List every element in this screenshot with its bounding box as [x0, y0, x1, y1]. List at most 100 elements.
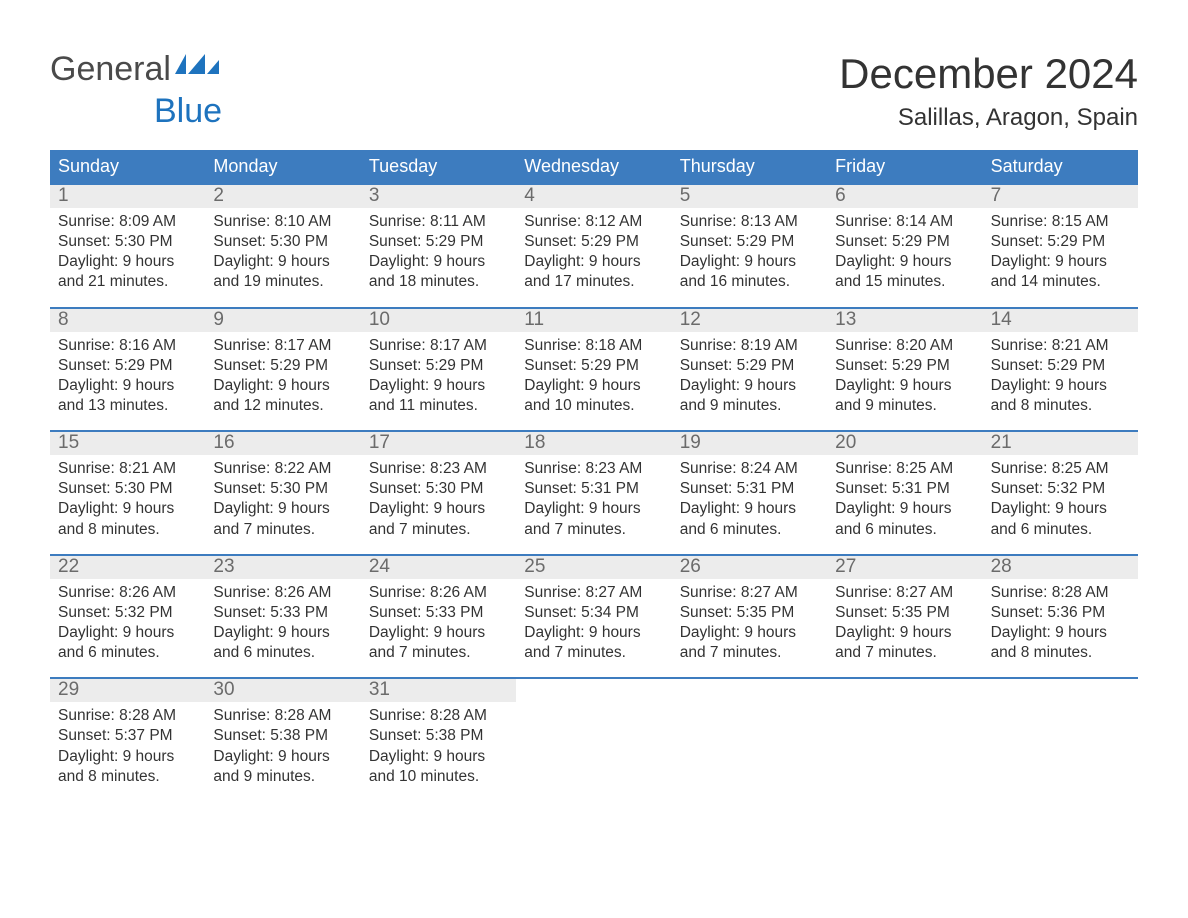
sunset-line: Sunset: 5:31 PM: [524, 479, 663, 499]
weekday-header: Monday: [205, 150, 360, 183]
daylight-line-2: and 8 minutes.: [991, 643, 1130, 663]
daylight-line-1: Daylight: 9 hours: [213, 252, 352, 272]
day-number: 9: [205, 309, 360, 332]
daylight-line-1: Daylight: 9 hours: [835, 499, 974, 519]
sunrise-line: Sunrise: 8:26 AM: [58, 583, 197, 603]
sunrise-line: Sunrise: 8:11 AM: [369, 212, 508, 232]
sunset-line: Sunset: 5:29 PM: [835, 232, 974, 252]
day-number-row: 22232425262728: [50, 554, 1138, 579]
day-content: [983, 702, 1138, 787]
sunrise-line: Sunrise: 8:10 AM: [213, 212, 352, 232]
sunrise-line: Sunrise: 8:12 AM: [524, 212, 663, 232]
sunset-line: Sunset: 5:29 PM: [369, 356, 508, 376]
daylight-line-1: Daylight: 9 hours: [369, 252, 508, 272]
sunrise-line: Sunrise: 8:28 AM: [369, 706, 508, 726]
weekday-header: Wednesday: [516, 150, 671, 183]
daylight-line-1: Daylight: 9 hours: [680, 252, 819, 272]
daylight-line-1: Daylight: 9 hours: [213, 376, 352, 396]
sunset-line: Sunset: 5:33 PM: [213, 603, 352, 623]
daylight-line-2: and 6 minutes.: [991, 520, 1130, 540]
weekday-header: Saturday: [983, 150, 1138, 183]
sunrise-line: Sunrise: 8:20 AM: [835, 336, 974, 356]
sunset-line: Sunset: 5:29 PM: [835, 356, 974, 376]
daylight-line-1: Daylight: 9 hours: [524, 499, 663, 519]
daylight-line-2: and 10 minutes.: [524, 396, 663, 416]
daylight-line-2: and 7 minutes.: [524, 520, 663, 540]
daylight-line-2: and 8 minutes.: [58, 520, 197, 540]
day-number: 7: [983, 185, 1138, 208]
sunrise-line: Sunrise: 8:27 AM: [680, 583, 819, 603]
daylight-line-1: Daylight: 9 hours: [369, 747, 508, 767]
daylight-line-1: Daylight: 9 hours: [991, 623, 1130, 643]
day-number: 16: [205, 432, 360, 455]
daylight-line-2: and 21 minutes.: [58, 272, 197, 292]
daylight-line-2: and 7 minutes.: [835, 643, 974, 663]
sunrise-line: Sunrise: 8:09 AM: [58, 212, 197, 232]
sunset-line: Sunset: 5:34 PM: [524, 603, 663, 623]
sunset-line: Sunset: 5:31 PM: [680, 479, 819, 499]
daylight-line-1: Daylight: 9 hours: [524, 376, 663, 396]
sunrise-line: Sunrise: 8:25 AM: [835, 459, 974, 479]
sunrise-line: Sunrise: 8:28 AM: [58, 706, 197, 726]
day-content: Sunrise: 8:26 AMSunset: 5:33 PMDaylight:…: [361, 579, 516, 664]
daylight-line-2: and 7 minutes.: [369, 643, 508, 663]
day-content: Sunrise: 8:14 AMSunset: 5:29 PMDaylight:…: [827, 208, 982, 293]
day-number: 31: [361, 679, 516, 702]
day-content: Sunrise: 8:28 AMSunset: 5:36 PMDaylight:…: [983, 579, 1138, 664]
day-number: 12: [672, 309, 827, 332]
day-number: 23: [205, 556, 360, 579]
sunset-line: Sunset: 5:38 PM: [213, 726, 352, 746]
sunrise-line: Sunrise: 8:23 AM: [524, 459, 663, 479]
daylight-line-2: and 8 minutes.: [58, 767, 197, 787]
weekday-header: Friday: [827, 150, 982, 183]
sunrise-line: Sunrise: 8:27 AM: [835, 583, 974, 603]
daylight-line-1: Daylight: 9 hours: [369, 376, 508, 396]
day-number: 21: [983, 432, 1138, 455]
daylight-line-2: and 12 minutes.: [213, 396, 352, 416]
day-content: Sunrise: 8:24 AMSunset: 5:31 PMDaylight:…: [672, 455, 827, 540]
logo-text-blue: Blue: [154, 92, 222, 130]
daylight-line-1: Daylight: 9 hours: [58, 747, 197, 767]
title-block: December 2024 Salillas, Aragon, Spain: [839, 50, 1138, 132]
day-number-row: 15161718192021: [50, 430, 1138, 455]
day-number: 10: [361, 309, 516, 332]
day-content-row: Sunrise: 8:21 AMSunset: 5:30 PMDaylight:…: [50, 455, 1138, 540]
sunset-line: Sunset: 5:29 PM: [524, 356, 663, 376]
daylight-line-2: and 15 minutes.: [835, 272, 974, 292]
daylight-line-1: Daylight: 9 hours: [58, 376, 197, 396]
daylight-line-1: Daylight: 9 hours: [58, 623, 197, 643]
day-content: Sunrise: 8:13 AMSunset: 5:29 PMDaylight:…: [672, 208, 827, 293]
logo: General: [50, 50, 219, 89]
weekday-header: Tuesday: [361, 150, 516, 183]
day-content: Sunrise: 8:26 AMSunset: 5:32 PMDaylight:…: [50, 579, 205, 664]
sunrise-line: Sunrise: 8:21 AM: [991, 336, 1130, 356]
day-content: Sunrise: 8:25 AMSunset: 5:31 PMDaylight:…: [827, 455, 982, 540]
day-content: Sunrise: 8:17 AMSunset: 5:29 PMDaylight:…: [361, 332, 516, 417]
daylight-line-1: Daylight: 9 hours: [369, 499, 508, 519]
sunset-line: Sunset: 5:31 PM: [835, 479, 974, 499]
day-number: 8: [50, 309, 205, 332]
day-number: [827, 679, 982, 702]
day-content: Sunrise: 8:22 AMSunset: 5:30 PMDaylight:…: [205, 455, 360, 540]
day-content: Sunrise: 8:10 AMSunset: 5:30 PMDaylight:…: [205, 208, 360, 293]
day-number: 14: [983, 309, 1138, 332]
sunset-line: Sunset: 5:30 PM: [213, 232, 352, 252]
sunrise-line: Sunrise: 8:26 AM: [213, 583, 352, 603]
week-block: 891011121314Sunrise: 8:16 AMSunset: 5:29…: [50, 307, 1138, 417]
weekday-header: Thursday: [672, 150, 827, 183]
day-content: Sunrise: 8:26 AMSunset: 5:33 PMDaylight:…: [205, 579, 360, 664]
day-number: 17: [361, 432, 516, 455]
day-number: 3: [361, 185, 516, 208]
daylight-line-2: and 16 minutes.: [680, 272, 819, 292]
daylight-line-2: and 7 minutes.: [524, 643, 663, 663]
sunset-line: Sunset: 5:29 PM: [524, 232, 663, 252]
daylight-line-2: and 6 minutes.: [213, 643, 352, 663]
sunrise-line: Sunrise: 8:27 AM: [524, 583, 663, 603]
logo-sub: Blue: [150, 92, 222, 131]
day-content-row: Sunrise: 8:28 AMSunset: 5:37 PMDaylight:…: [50, 702, 1138, 787]
daylight-line-2: and 7 minutes.: [369, 520, 508, 540]
daylight-line-1: Daylight: 9 hours: [680, 623, 819, 643]
day-number: 27: [827, 556, 982, 579]
sunset-line: Sunset: 5:29 PM: [213, 356, 352, 376]
day-content: Sunrise: 8:21 AMSunset: 5:29 PMDaylight:…: [983, 332, 1138, 417]
